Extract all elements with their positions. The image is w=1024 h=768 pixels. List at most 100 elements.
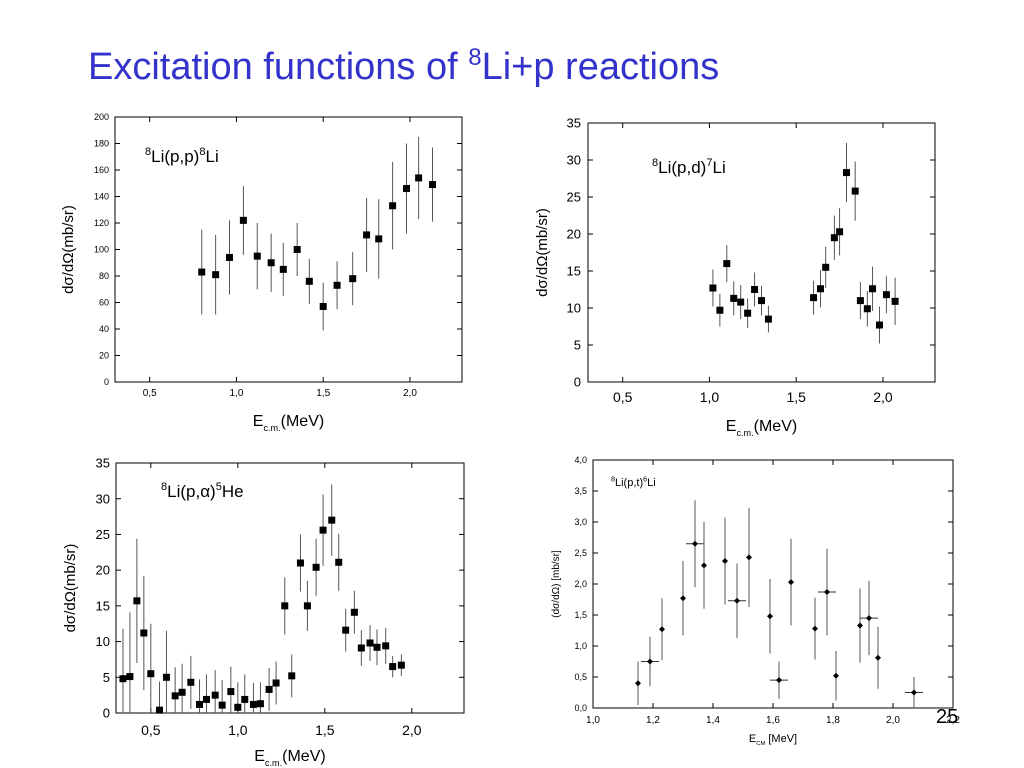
data-point xyxy=(734,597,740,604)
chart-li-pp: 0,5 1,0 1,5 2,0 0 20 40 60 80 100 120 140 160 180 200 E… xyxy=(60,112,463,433)
data-point xyxy=(202,695,210,703)
data-point xyxy=(198,268,206,276)
data-point xyxy=(305,277,313,285)
data-point xyxy=(253,252,261,260)
y-tick-label: 0,0 xyxy=(574,703,587,713)
data-point xyxy=(373,643,381,651)
data-point xyxy=(810,294,818,302)
data-point xyxy=(869,285,877,293)
data-point xyxy=(737,298,745,306)
data-point xyxy=(363,231,371,239)
data-point xyxy=(402,185,410,193)
y-axis-label: dσ/dΩ(mb/sr) xyxy=(60,205,77,294)
x-tick-label: 1,8 xyxy=(826,715,840,726)
data-point xyxy=(296,559,304,567)
x-tick-label: 1,5 xyxy=(316,388,330,399)
data-point xyxy=(701,562,707,569)
y-tick-label: 15 xyxy=(96,598,110,613)
y-tick-label: 20 xyxy=(96,563,110,578)
data-point xyxy=(659,626,665,633)
data-point xyxy=(239,216,247,224)
data-point xyxy=(788,579,794,586)
data-point xyxy=(758,297,765,305)
data-point xyxy=(279,265,287,273)
y-tick-label: 15 xyxy=(567,264,581,279)
data-point xyxy=(335,558,343,566)
data-point xyxy=(319,302,327,310)
data-point xyxy=(256,700,264,708)
data-point xyxy=(249,700,257,708)
y-tick-label: 20 xyxy=(99,351,109,361)
y-tick-label: 1,5 xyxy=(574,610,587,620)
page-number: 25 xyxy=(936,706,959,728)
x-axis-label: Ec.m.(MeV) xyxy=(253,413,324,433)
x-axis-label: Ec.m.(MeV) xyxy=(726,418,797,438)
y-tick-label: 20 xyxy=(567,227,581,242)
data-point xyxy=(415,174,423,182)
x-tick-label: 1,5 xyxy=(315,722,335,738)
data-point xyxy=(265,685,273,693)
x-axis-label: ECM [MeV] xyxy=(749,733,797,747)
y-tick-label: 35 xyxy=(567,116,581,131)
data-point xyxy=(288,672,296,680)
y-axis-label: (dσ/dΩ) [mb/sr] xyxy=(551,550,562,618)
x-tick-label: 2,0 xyxy=(886,715,900,726)
data-point xyxy=(816,285,824,293)
title-suffix: Li+p reactions xyxy=(481,46,720,88)
y-tick-label: 0 xyxy=(103,706,110,721)
reaction-label: 8Li(p,p)8Li xyxy=(145,146,219,166)
y-tick-label: 120 xyxy=(94,218,109,228)
y-axis-label: dσ/dΩ(mb/sr) xyxy=(534,208,551,297)
data-point xyxy=(140,629,148,637)
reaction-label: 8Li(p,α)5He xyxy=(161,481,244,501)
y-tick-label: 200 xyxy=(94,112,109,122)
data-point xyxy=(397,661,405,669)
data-point xyxy=(875,654,881,661)
y-tick-label: 25 xyxy=(567,190,581,205)
data-point xyxy=(147,670,155,678)
data-point xyxy=(328,516,336,524)
data-point xyxy=(843,169,851,177)
data-point xyxy=(162,673,170,681)
data-point xyxy=(267,259,275,267)
data-point xyxy=(746,554,752,561)
y-tick-label: 5 xyxy=(574,338,581,353)
data-point xyxy=(776,677,782,684)
slide-title: Excitation functions of 8Li+p reactions xyxy=(88,44,719,89)
x-tick-label: 1,6 xyxy=(766,715,780,726)
data-point xyxy=(744,309,752,317)
data-point xyxy=(226,253,234,261)
data-point xyxy=(178,688,186,696)
x-tick-label: 0,5 xyxy=(141,722,161,738)
data-point xyxy=(911,689,917,696)
data-point xyxy=(692,540,698,547)
y-tick-label: 30 xyxy=(567,153,581,168)
data-point xyxy=(272,679,280,687)
y-tick-label: 2,5 xyxy=(574,548,587,558)
data-point xyxy=(709,284,717,292)
y-tick-label: 0 xyxy=(574,375,581,390)
data-point xyxy=(187,678,195,686)
data-point xyxy=(836,228,844,236)
y-tick-label: 0 xyxy=(104,377,109,387)
x-tick-label: 1,0 xyxy=(700,389,720,405)
x-tick-label: 1,4 xyxy=(706,715,720,726)
y-tick-label: 1,0 xyxy=(574,641,587,651)
data-point xyxy=(357,644,365,652)
chart-li-pd: 0,5 1,0 1,5 2,0 0 5 10 15 20 25 30 35 Ec.m.(MeV) dσ/d… xyxy=(534,116,936,438)
data-point xyxy=(212,271,220,279)
data-point xyxy=(227,688,235,696)
data-point xyxy=(234,703,242,711)
data-point xyxy=(389,202,397,210)
y-tick-label: 3,0 xyxy=(574,517,587,527)
x-tick-label: 1,2 xyxy=(646,715,660,726)
data-point xyxy=(133,597,141,605)
data-point xyxy=(382,642,390,650)
data-point xyxy=(156,706,163,714)
data-point xyxy=(375,235,383,243)
y-tick-label: 100 xyxy=(94,245,109,255)
data-point xyxy=(312,563,320,571)
y-tick-label: 80 xyxy=(99,271,109,281)
y-tick-label: 5 xyxy=(103,670,110,685)
y-tick-label: 3,5 xyxy=(574,486,587,496)
